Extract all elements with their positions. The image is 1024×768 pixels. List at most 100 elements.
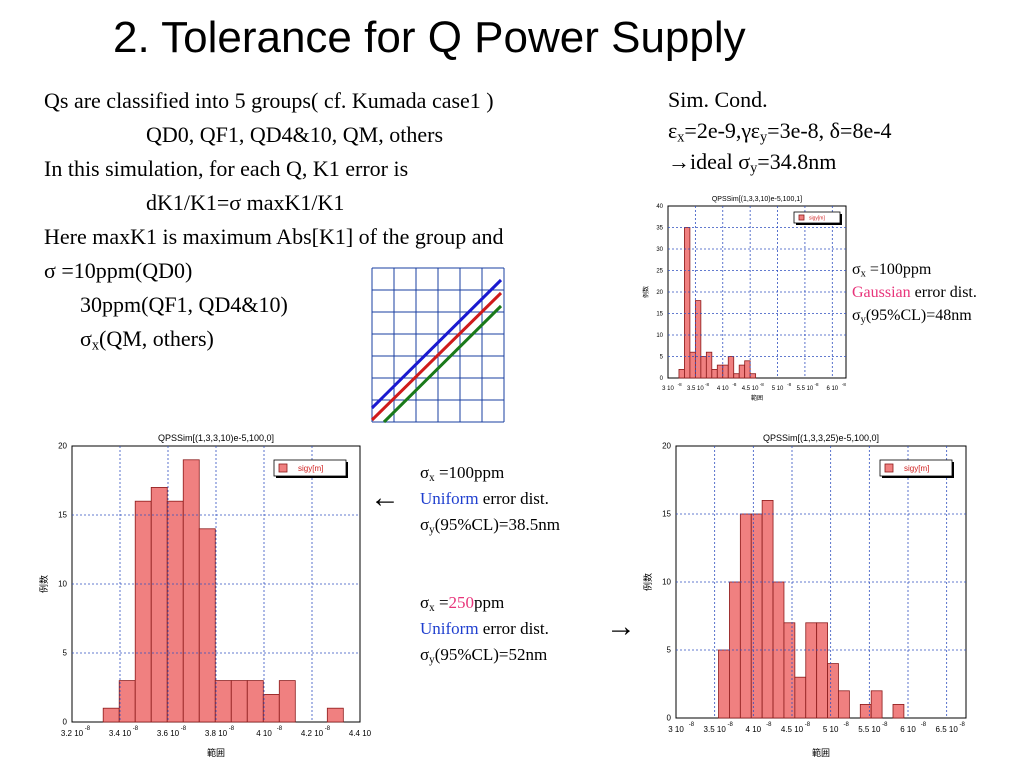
histogram-bar (729, 581, 741, 719)
x-axis-label: 範囲 (751, 394, 763, 402)
left-arrow-icon: ← (370, 481, 400, 514)
value-text: ideal (690, 149, 739, 174)
sim-conditions: Sim. Cond. εx=2e-9,γεy=3e-8, δ=8e-4 →ide… (668, 84, 892, 177)
x-axis-label: 範囲 (207, 747, 225, 758)
x-tick-label: 4 10 (746, 725, 762, 734)
histogram-bar (150, 487, 168, 723)
x-tick-label: 4.5 10 (781, 725, 804, 734)
y-tick-label: 0 (660, 376, 664, 382)
value-text: error dist. (478, 489, 549, 508)
intro-text-span: (QM, others) (99, 326, 214, 351)
value-text: =100ppm (434, 463, 505, 482)
histogram-gaussian: QPSSim[(1,3,3,10)e-5,100,1] 0 5 10 15 20 25 30 3… (642, 196, 847, 402)
intro-text: Qs are classified into 5 groups( cf. Kum… (44, 84, 503, 356)
x-tick-label: 3.8 10 (205, 729, 228, 738)
histogram-bar (739, 513, 752, 719)
intro-line: Qs are classified into 5 groups( cf. Kum… (44, 88, 494, 113)
grid-diagram (370, 267, 505, 424)
ppm-value: 250 (448, 593, 475, 612)
x-tick-label: 6 10 (826, 386, 838, 392)
y-tick-label: 15 (662, 510, 671, 519)
y-tick-label: 10 (656, 333, 663, 339)
gamma-epsilon-symbol: γε (741, 118, 760, 143)
legend-label: sigy[m] (904, 464, 929, 473)
value-text: (95%CL)=48nm (865, 307, 972, 324)
legend (793, 211, 841, 224)
legend-swatch (278, 463, 288, 473)
value-text: =34.8nm (757, 149, 837, 174)
subscript: y (429, 653, 435, 666)
intro-line: In this simulation, for each Q, K1 error… (44, 156, 409, 181)
x-tick-exponent: -8 (678, 382, 682, 387)
y-tick-label: 0 (63, 718, 68, 727)
right-arrow-icon: → (668, 149, 690, 174)
value-text: (95%CL)=38.5nm (434, 515, 560, 534)
subscript: y (750, 160, 758, 177)
chart-title: QPSSim[(1,3,3,25)e-5,100,0] (763, 433, 879, 443)
histogram-bar (738, 364, 746, 379)
legend-label: sigy[m] (298, 464, 323, 473)
y-tick-label: 25 (656, 269, 663, 275)
x-tick-label: 6.5 10 (936, 725, 959, 734)
note-uniform-250: σx =250ppm Uniform error dist. σy(95%CL)… (420, 590, 549, 668)
histogram-bar (783, 622, 796, 719)
subscript: y (860, 314, 866, 326)
histogram-bar (772, 581, 785, 719)
x-tick-exponent: -8 (133, 726, 139, 732)
red-line (370, 291, 503, 422)
histogram-bar (870, 690, 883, 719)
distribution-type: Uniform (420, 489, 479, 508)
x-tick-exponent: -8 (727, 722, 733, 728)
note-line: σy(95%CL)=52nm (420, 642, 549, 668)
sigma-symbol: σ (420, 515, 430, 534)
histogram-bar (705, 351, 713, 379)
histogram-uniform-100ppm: QPSSim[(1,3,3,10)e-5,100,0] 0 5 10 15 20 3.2 1… (38, 433, 372, 758)
subscript: x (91, 337, 100, 354)
sim-cond-emittance: εx=2e-9,γεy=3e-8, δ=8e-4 (668, 115, 892, 146)
x-tick-exponent: -8 (277, 726, 283, 732)
x-tick-label: 5.5 10 (797, 386, 814, 392)
x-tick-label: 4.2 10 (301, 729, 324, 738)
histogram-bar (230, 680, 248, 723)
x-tick-label: 4 10 (256, 729, 272, 738)
x-tick-exponent: -8 (843, 722, 849, 728)
histogram-bar (246, 680, 264, 723)
y-axis-label: 例数 (642, 286, 650, 298)
note-line: σx =250ppm (420, 590, 549, 616)
sigma-symbol: σ (420, 645, 430, 664)
histogram-bar (278, 680, 296, 723)
histogram-bar (718, 649, 730, 719)
note-line: σy(95%CL)=38.5nm (420, 512, 560, 538)
intro-line: dK1/K1=σ maxK1/K1 (146, 190, 345, 215)
note-line: σy(95%CL)=48nm (852, 304, 977, 327)
y-tick-label: 40 (656, 204, 663, 210)
histogram-bar (827, 663, 839, 719)
value-text: error dist. (910, 284, 977, 301)
legend (879, 459, 953, 477)
subscript: x (429, 601, 435, 614)
value-text: =3e-8, (767, 118, 830, 143)
histogram-bar (722, 364, 729, 379)
value-text: =2e-9, (684, 118, 742, 143)
histogram-bar (794, 676, 807, 719)
y-tick-label: 10 (58, 580, 67, 589)
y-tick-label: 20 (58, 442, 67, 451)
histogram-bar (182, 459, 200, 723)
sigma-symbol: σ (852, 261, 861, 278)
intro-line: Here maxK1 is maximum Abs[K1] of the gro… (44, 224, 504, 249)
epsilon-symbol: ε (668, 118, 678, 143)
histogram-bar (727, 356, 735, 379)
histogram-bar (166, 500, 184, 723)
histogram-bar (118, 680, 136, 723)
x-tick-exponent: -8 (959, 722, 965, 728)
distribution-type: Uniform (420, 619, 479, 638)
y-tick-label: 30 (656, 247, 663, 253)
histogram-bar (761, 500, 774, 719)
slide-title: 2. Tolerance for Q Power Supply (113, 13, 746, 62)
intro-line: σx(QM, others) (44, 322, 503, 356)
y-tick-label: 15 (58, 511, 67, 520)
value-text: =8e-4 (840, 118, 892, 143)
histogram-bar (326, 707, 344, 723)
note-line: σx =100ppm (420, 460, 560, 486)
